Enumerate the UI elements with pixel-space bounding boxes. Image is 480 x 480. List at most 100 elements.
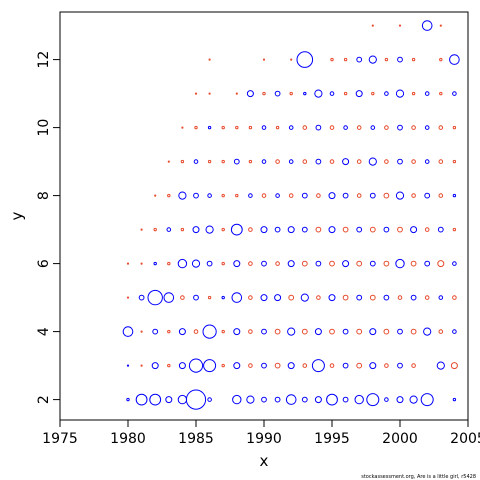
data-point bbox=[208, 92, 211, 95]
data-point bbox=[221, 193, 225, 198]
data-point bbox=[410, 260, 417, 267]
data-point bbox=[452, 159, 457, 164]
data-point bbox=[260, 294, 268, 302]
data-point bbox=[178, 328, 186, 336]
data-point bbox=[248, 295, 253, 300]
data-point bbox=[329, 260, 335, 267]
data-point bbox=[329, 363, 335, 368]
data-point bbox=[315, 226, 322, 233]
data-point bbox=[342, 226, 349, 233]
data-point bbox=[438, 125, 444, 130]
data-point bbox=[274, 328, 281, 335]
data-point bbox=[342, 294, 349, 301]
data-point bbox=[354, 394, 364, 405]
data-point bbox=[180, 295, 185, 300]
data-point bbox=[356, 260, 363, 267]
data-point bbox=[383, 226, 390, 233]
data-point bbox=[135, 393, 148, 406]
data-point bbox=[384, 397, 389, 402]
data-point bbox=[167, 193, 171, 198]
data-point bbox=[193, 294, 199, 301]
data-point bbox=[153, 261, 157, 266]
data-point bbox=[314, 396, 322, 404]
data-point bbox=[452, 397, 457, 402]
data-point bbox=[261, 260, 267, 267]
plot-area-frame bbox=[59, 11, 469, 421]
x-tick-label: 1980 bbox=[110, 431, 146, 447]
data-point bbox=[163, 292, 175, 303]
data-point bbox=[287, 226, 295, 234]
data-point bbox=[316, 295, 321, 300]
data-point bbox=[248, 159, 253, 164]
data-point bbox=[450, 362, 458, 370]
data-point bbox=[140, 330, 143, 333]
data-point bbox=[177, 394, 188, 405]
x-axis-title: x bbox=[260, 452, 269, 470]
data-point bbox=[188, 358, 204, 373]
data-point bbox=[166, 227, 172, 232]
data-point bbox=[221, 295, 225, 300]
data-point bbox=[397, 56, 403, 63]
data-point bbox=[452, 91, 457, 96]
data-point bbox=[366, 393, 380, 407]
data-point bbox=[356, 159, 362, 164]
x-tick-label: 1995 bbox=[314, 431, 350, 447]
data-point bbox=[274, 396, 281, 403]
data-point bbox=[154, 194, 157, 197]
data-point bbox=[275, 125, 280, 130]
series-blue bbox=[122, 20, 460, 410]
data-point bbox=[355, 90, 363, 98]
data-point bbox=[343, 57, 348, 62]
data-point bbox=[165, 396, 173, 404]
data-point bbox=[368, 157, 377, 166]
data-point bbox=[221, 159, 225, 164]
data-point bbox=[356, 193, 362, 198]
data-point bbox=[185, 389, 207, 410]
x-tick-label: 1990 bbox=[246, 431, 282, 447]
data-point bbox=[246, 90, 254, 98]
data-point bbox=[439, 24, 442, 27]
data-point bbox=[205, 225, 214, 234]
data-point bbox=[260, 226, 268, 234]
data-point bbox=[167, 160, 170, 163]
data-point bbox=[261, 193, 267, 198]
data-point bbox=[153, 227, 157, 232]
data-point bbox=[261, 125, 267, 130]
data-point bbox=[452, 125, 457, 130]
data-point bbox=[437, 260, 445, 268]
data-point bbox=[452, 261, 457, 266]
data-point bbox=[342, 396, 349, 403]
data-point bbox=[178, 362, 186, 370]
data-point bbox=[261, 159, 267, 164]
data-point bbox=[411, 159, 416, 164]
data-point bbox=[202, 324, 217, 339]
data-point bbox=[397, 362, 403, 369]
y-tick-label: 12 bbox=[36, 51, 52, 69]
data-point bbox=[424, 159, 430, 164]
data-point bbox=[287, 362, 295, 370]
x-tick-label: 2005 bbox=[450, 431, 480, 447]
data-point bbox=[248, 227, 253, 232]
data-point bbox=[262, 58, 266, 61]
data-point bbox=[438, 159, 444, 164]
data-point bbox=[384, 91, 389, 96]
data-point bbox=[436, 361, 445, 370]
data-point bbox=[288, 193, 294, 198]
data-point bbox=[420, 393, 434, 407]
data-point bbox=[193, 159, 199, 164]
data-point bbox=[342, 260, 350, 268]
data-point bbox=[439, 91, 443, 96]
data-point bbox=[368, 55, 377, 64]
data-point bbox=[383, 294, 390, 301]
data-point bbox=[369, 192, 376, 199]
data-point bbox=[126, 364, 130, 367]
data-point bbox=[397, 328, 403, 335]
data-point bbox=[290, 58, 293, 61]
data-point bbox=[207, 193, 212, 198]
data-point bbox=[261, 362, 267, 369]
data-point bbox=[126, 296, 130, 299]
data-point bbox=[221, 363, 225, 368]
data-point bbox=[343, 125, 348, 130]
data-point bbox=[314, 89, 323, 98]
data-point bbox=[287, 260, 295, 268]
